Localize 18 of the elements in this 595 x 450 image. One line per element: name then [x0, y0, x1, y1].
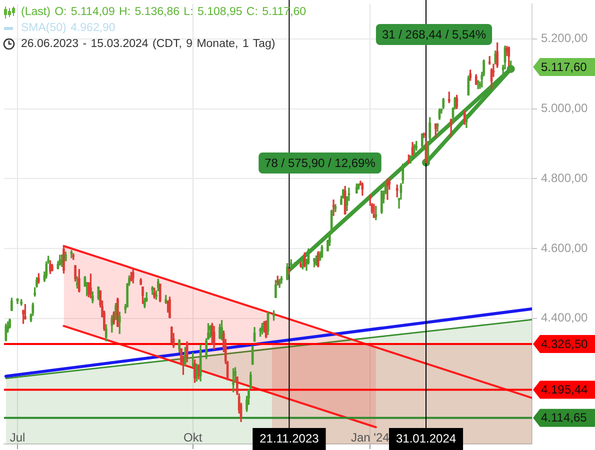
text: 5.117,60 [541, 60, 588, 74]
ref-line-label: 4.195,44 [541, 382, 588, 397]
ref-line-label: 4.114,65 [541, 410, 588, 425]
y-tick-label: 4.400,00 [541, 310, 588, 325]
annotation: SMA(50) 4.962,90 [21, 21, 116, 35]
ref-line-label: 21.11.2023 [260, 431, 320, 446]
x-tick-label: Okt [184, 430, 203, 444]
x-tick-label: Jul [10, 430, 26, 444]
annotation: 31 / 268,44 / 5,54% [382, 27, 486, 42]
ref-line-label: 4.326,50 [541, 336, 588, 351]
y-tick-label: 5.200,00 [541, 31, 588, 46]
x-tick-label: Jan '24 [350, 430, 390, 444]
y-tick-label: 4.600,00 [541, 240, 588, 255]
y-tick-label: 4.800,00 [541, 170, 588, 185]
ref-line-label: 31.01.2024 [396, 431, 456, 446]
text: 26.06.2023 - 15.03.2024 (CDT, 9 Monate, 1 Tag) [21, 37, 276, 51]
y-tick-label: 5.000,00 [541, 101, 588, 116]
annotation: 78 / 575,90 / 12,69% [264, 156, 376, 170]
